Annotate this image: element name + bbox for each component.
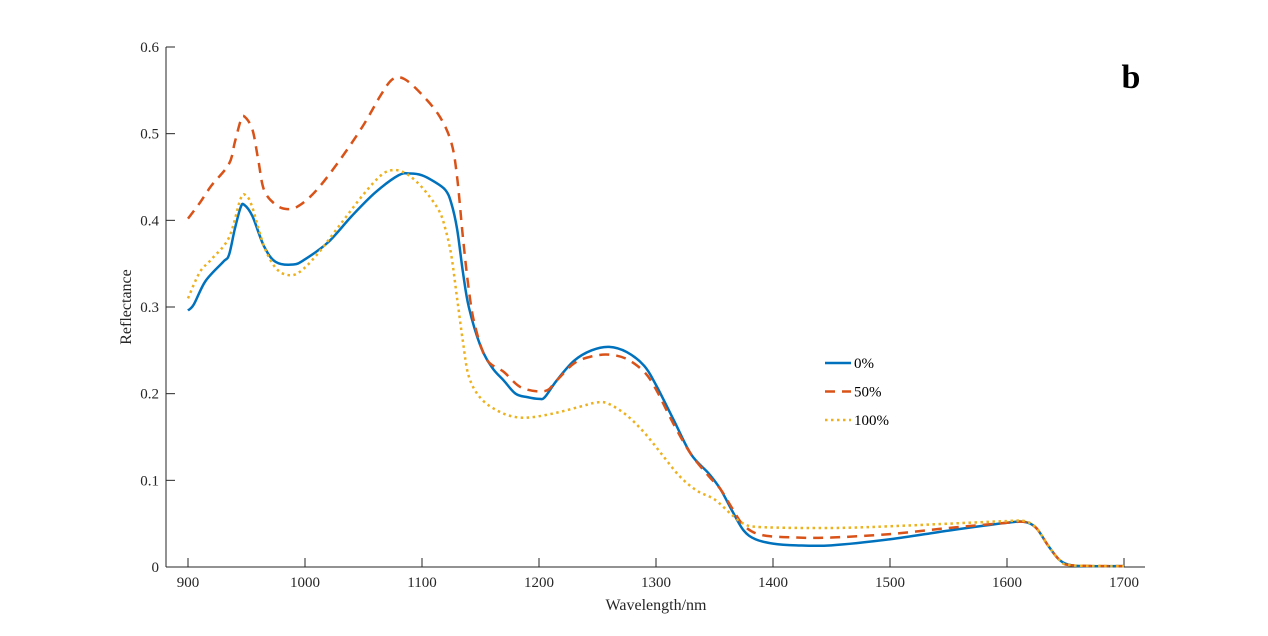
series-line-100pct: [186, 168, 1125, 568]
y-tick-label: 0.5: [140, 127, 159, 143]
x-tick-label: 1100: [407, 575, 436, 591]
x-tick-label: 1600: [992, 575, 1022, 591]
x-tick-label: 1000: [290, 575, 320, 591]
y-tick-label: 0.6: [140, 40, 159, 56]
y-tick-label: 0.1: [140, 473, 159, 489]
x-tick-label: 900: [177, 575, 200, 591]
legend-label: 100%: [854, 413, 889, 429]
y-tick-label: 0.2: [140, 387, 159, 403]
legend: 0% 50% 100%: [825, 356, 889, 429]
legend-label: 50%: [854, 385, 882, 401]
x-axis-label: Wavelength/nm: [606, 597, 707, 614]
x-tick-label: 1300: [641, 575, 671, 591]
y-axis-label: Reflectance: [118, 269, 135, 345]
x-tick-label: 1700: [1109, 575, 1139, 591]
x-tick-label: 1400: [758, 575, 788, 591]
axes: 900 1000 1100 1200 1300 1400 1500 1600 1700 0 0.1 0…: [140, 40, 1145, 591]
y-tick-label: 0: [152, 560, 160, 576]
x-tick-label: 1200: [524, 575, 554, 591]
x-tick-label: 1500: [875, 575, 905, 591]
panel-label: b: [1122, 59, 1141, 96]
series-line-50pct: [187, 75, 1125, 568]
series-line-0pct: [187, 171, 1125, 568]
y-tick-label: 0.4: [140, 213, 159, 229]
series-lines: [186, 75, 1125, 568]
legend-label: 0%: [854, 356, 874, 372]
y-tick-label: 0.3: [140, 300, 159, 316]
